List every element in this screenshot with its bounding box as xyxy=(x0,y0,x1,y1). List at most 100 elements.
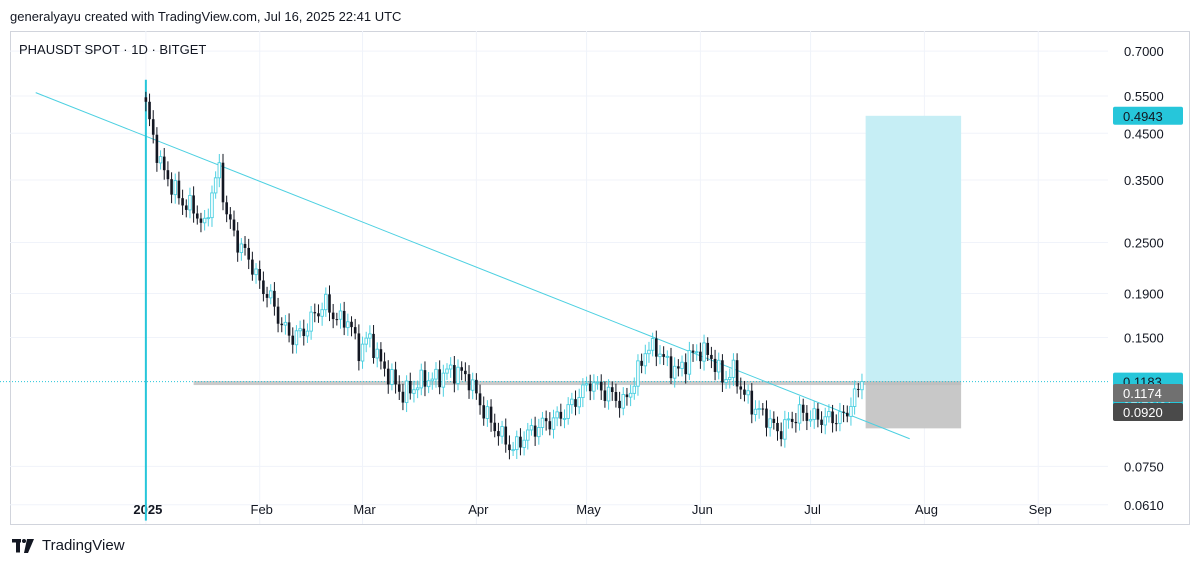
candle-body xyxy=(706,342,710,355)
candle-body xyxy=(779,431,783,440)
candle-body xyxy=(470,379,475,391)
candle-body xyxy=(390,369,394,385)
chart-caption: generalyayu created with TradingView.com… xyxy=(10,9,402,24)
candle-body xyxy=(419,369,424,389)
x-tick-label: Sep xyxy=(1029,502,1052,517)
x-tick-label: 2025 xyxy=(133,502,162,517)
candle-body xyxy=(283,321,288,326)
candle-body xyxy=(192,195,195,214)
candle-body xyxy=(548,421,552,430)
candle-body xyxy=(298,328,302,332)
candle-body xyxy=(724,378,728,383)
candle-body xyxy=(401,391,405,403)
candle-body xyxy=(687,350,692,375)
candle-body xyxy=(456,366,460,384)
candle-body xyxy=(170,179,173,195)
candle-body xyxy=(287,322,291,336)
candle-body xyxy=(621,394,626,409)
candle-body xyxy=(434,368,438,380)
candle-body xyxy=(254,268,258,276)
candle-body xyxy=(313,312,317,314)
candle-body xyxy=(511,449,515,452)
candle-body xyxy=(467,374,471,391)
candle-body xyxy=(691,350,695,353)
candle-body xyxy=(783,419,787,440)
candle-body xyxy=(753,408,758,415)
candle-body xyxy=(357,333,361,362)
candle-body xyxy=(243,243,247,248)
candle-body xyxy=(489,406,493,423)
candle-body xyxy=(155,134,159,163)
candle-body xyxy=(731,359,736,378)
candle-body xyxy=(294,330,299,346)
candle-body xyxy=(188,194,192,211)
candle-body xyxy=(177,180,181,199)
candle-body xyxy=(519,436,522,448)
candle-body xyxy=(202,217,207,224)
y-tick-label: 0.2500 xyxy=(1124,236,1164,251)
candle-body xyxy=(350,321,353,328)
candle-body xyxy=(438,369,441,388)
candle-body xyxy=(166,170,170,180)
candle-body xyxy=(860,381,864,391)
candle-body xyxy=(236,230,239,253)
footer-brand-label: TradingView xyxy=(42,537,125,554)
candle-body xyxy=(268,290,273,299)
candle-body xyxy=(291,335,295,345)
candle-body xyxy=(537,427,541,438)
candle-body xyxy=(805,412,809,421)
candle-body xyxy=(426,380,431,388)
stop-price-tag: 0.0920 xyxy=(1123,405,1163,420)
candle-body xyxy=(640,360,643,366)
candle-body xyxy=(478,393,482,406)
candle-body xyxy=(415,387,420,391)
candle-body xyxy=(808,418,813,422)
candle-body xyxy=(148,101,151,120)
candle-body xyxy=(251,259,254,275)
candle-body xyxy=(375,348,379,359)
candle-body xyxy=(342,310,346,328)
candle-body xyxy=(239,243,244,253)
candle-body xyxy=(735,360,739,387)
candle-body xyxy=(842,411,845,413)
candle-body xyxy=(628,392,633,398)
candle-body xyxy=(199,218,203,223)
candle-body xyxy=(577,397,581,408)
candle-body xyxy=(430,378,435,382)
candle-body xyxy=(273,290,276,307)
stop-price-tag-bg xyxy=(1113,403,1183,421)
candle-body xyxy=(144,97,148,102)
candle-body xyxy=(338,310,343,320)
candle-body xyxy=(162,156,166,171)
candle-body xyxy=(551,417,556,430)
candle-body xyxy=(508,444,511,451)
candle-body xyxy=(786,418,791,421)
candle-body xyxy=(265,294,269,298)
candle-body xyxy=(728,376,732,380)
candle-body xyxy=(765,408,768,428)
candle-body xyxy=(258,268,262,281)
candle-body xyxy=(540,417,545,428)
tradingview-logo-icon xyxy=(12,538,34,553)
candle-body xyxy=(710,354,713,359)
x-tick-label: Jul xyxy=(804,502,821,517)
y-tick-label: 0.0750 xyxy=(1124,459,1164,474)
candle-body xyxy=(213,177,218,194)
candle-body xyxy=(831,411,834,424)
candle-body xyxy=(592,382,596,392)
candle-body xyxy=(412,389,416,394)
candle-body xyxy=(217,162,222,179)
y-tick-label: 0.4500 xyxy=(1124,126,1164,141)
candle-body xyxy=(801,404,805,413)
candle-body xyxy=(655,338,658,357)
stop-zone xyxy=(865,381,962,429)
candle-body xyxy=(305,330,310,337)
candle-body xyxy=(500,426,504,437)
support-level-band xyxy=(193,381,962,386)
candle-body xyxy=(772,418,776,423)
candle-body xyxy=(394,369,397,385)
candle-body xyxy=(482,405,486,419)
candle-body xyxy=(632,385,637,394)
candle-body xyxy=(372,333,375,358)
